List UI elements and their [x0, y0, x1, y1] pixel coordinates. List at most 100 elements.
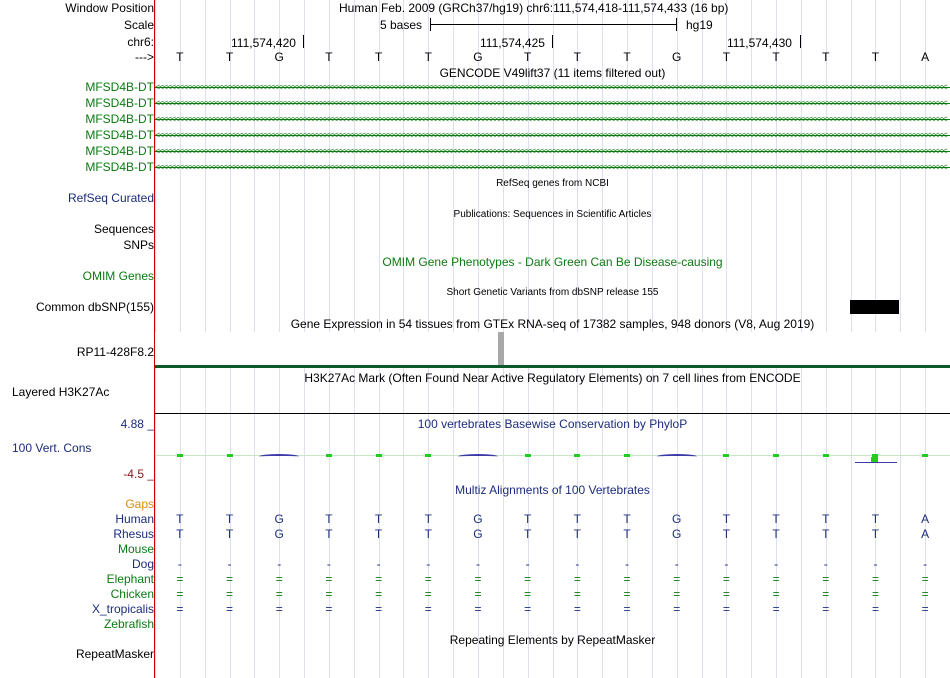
label-species-mouse[interactable]: Mouse [117, 542, 154, 556]
rhesus-base: T [374, 527, 383, 541]
conservation-mark-positive [425, 454, 432, 457]
dna-base: T [176, 50, 184, 64]
dog-base: - [625, 557, 630, 571]
dog-base: - [873, 557, 878, 571]
label-species-elephant[interactable]: Elephant [106, 572, 154, 586]
gtex-track-area[interactable] [155, 332, 950, 365]
label-gencode-item[interactable]: MFSD4B-DT [85, 144, 154, 158]
label-species-zebrafish[interactable]: Zebrafish [103, 617, 154, 631]
elephant-base: = [424, 572, 432, 586]
rhesus-base: T [325, 527, 333, 541]
gencode-transcript-line[interactable] [155, 151, 950, 152]
chicken-base: = [226, 587, 234, 601]
x-tropicalis-base: = [176, 602, 184, 616]
label-cons-max: 4.88 _ [120, 417, 154, 431]
label-gencode-item[interactable]: MFSD4B-DT [85, 112, 154, 126]
rhesus-base: G [473, 527, 483, 541]
label-gtex[interactable]: RP11-428F8.2 [76, 345, 154, 359]
label-repeatmasker[interactable]: RepeatMasker [75, 647, 154, 661]
dog-base: - [227, 557, 232, 571]
conservation-mark-positive [624, 454, 631, 457]
elephant-base: = [871, 572, 879, 586]
human-base: T [374, 512, 383, 526]
label-cons[interactable]: 100 Vert. Cons [12, 441, 92, 455]
dna-base: T [573, 50, 582, 64]
label-gaps[interactable]: Gaps [125, 497, 154, 511]
track-image[interactable]: Human Feb. 2009 (GRCh37/hg19) chr6:111,5… [155, 0, 950, 678]
label-window-position[interactable]: Window Position [65, 1, 154, 15]
label-sequences[interactable]: Sequences [93, 222, 154, 236]
rhesus-base: T [523, 527, 532, 541]
dbsnp-variant[interactable] [850, 300, 899, 314]
label-omim[interactable]: OMIM Genes [82, 269, 154, 283]
label-chr[interactable]: chr6: [127, 35, 154, 49]
gtex-gene-line [155, 365, 950, 368]
x-tropicalis-base: = [226, 602, 234, 616]
label-species-human[interactable]: Human [115, 512, 154, 526]
label-species-dog[interactable]: Dog [131, 557, 154, 571]
elephant-base: = [822, 572, 830, 586]
db-label: hg19 [686, 18, 713, 32]
label-h3k27ac[interactable]: Layered H3K27Ac [12, 385, 110, 399]
human-base: T [523, 512, 532, 526]
dog-base: - [923, 557, 928, 571]
label-snps[interactable]: SNPs [123, 238, 154, 252]
chicken-base: = [921, 587, 929, 601]
gencode-transcript-line[interactable] [155, 87, 950, 88]
gtex-gene-block[interactable] [498, 332, 504, 365]
dna-base: T [772, 50, 780, 64]
label-species-chicken[interactable]: Chicken [110, 587, 154, 601]
dog-base: - [774, 557, 779, 571]
track-title-omim: OMIM Gene Phenotypes - Dark Green Can Be… [382, 255, 723, 269]
track-title-publications: Publications: Sequences in Scientific Ar… [453, 209, 652, 220]
conservation-mark-positive [922, 454, 929, 457]
elephant-base: = [325, 572, 333, 586]
strand-chevrons: <<<<<<<<<<<<<<<<<<<<<<<<<<<<<<<<<<<<<<<<… [155, 82, 947, 92]
gencode-transcript-line[interactable] [155, 135, 950, 136]
conservation-mark-negative [457, 454, 498, 459]
label-refseq[interactable]: RefSeq Curated [67, 191, 154, 205]
x-tropicalis-base: = [822, 602, 830, 616]
gencode-transcript-line[interactable] [155, 119, 950, 120]
elephant-base: = [722, 572, 730, 586]
track-title-repeatmasker: Repeating Elements by RepeatMasker [449, 633, 656, 647]
elephant-base: = [673, 572, 681, 586]
chicken-base: = [474, 587, 482, 601]
x-tropicalis-base: = [474, 602, 482, 616]
x-tropicalis-base: = [524, 602, 532, 616]
scale-bar-left-tick [430, 18, 431, 31]
elephant-base: = [474, 572, 482, 586]
dna-base: T [822, 50, 830, 64]
label-gencode-item[interactable]: MFSD4B-DT [85, 80, 154, 94]
rhesus-base: T [176, 527, 184, 541]
human-base: T [325, 512, 333, 526]
label-cons-min: -4.5 _ [123, 467, 154, 481]
label-species-rhesus[interactable]: Rhesus [113, 527, 154, 541]
label-species-x-tropicalis[interactable]: X_tropicalis [91, 602, 154, 616]
conservation-mark-positive [226, 454, 233, 457]
x-tropicalis-base: = [325, 602, 333, 616]
rhesus-base: T [871, 527, 880, 541]
label-strand-toggle[interactable]: ---> [135, 50, 154, 64]
scale-bar [430, 24, 676, 25]
position-tick-3 [800, 35, 801, 48]
rhesus-base: G [672, 527, 682, 541]
strand-chevrons: <<<<<<<<<<<<<<<<<<<<<<<<<<<<<<<<<<<<<<<<… [155, 146, 947, 156]
position-label-2: 111,574,425 [480, 36, 545, 50]
chicken-base: = [524, 587, 532, 601]
gencode-transcript-line[interactable] [155, 167, 950, 168]
track-title-gtex: Gene Expression in 54 tissues from GTEx … [290, 317, 815, 331]
x-tropicalis-base: = [722, 602, 730, 616]
label-gencode-item[interactable]: MFSD4B-DT [85, 160, 154, 174]
label-gencode-item[interactable]: MFSD4B-DT [85, 96, 154, 110]
conservation-mark-negative [656, 454, 697, 459]
label-scale[interactable]: Scale [123, 18, 154, 32]
elephant-base: = [623, 572, 631, 586]
conservation-mark-positive [574, 454, 581, 457]
track-title-multiz: Multiz Alignments of 100 Vertebrates [455, 483, 650, 497]
chicken-base: = [623, 587, 631, 601]
gencode-transcript-line[interactable] [155, 103, 950, 104]
chicken-base: = [871, 587, 879, 601]
label-dbsnp[interactable]: Common dbSNP(155) [35, 300, 154, 314]
label-gencode-item[interactable]: MFSD4B-DT [85, 128, 154, 142]
